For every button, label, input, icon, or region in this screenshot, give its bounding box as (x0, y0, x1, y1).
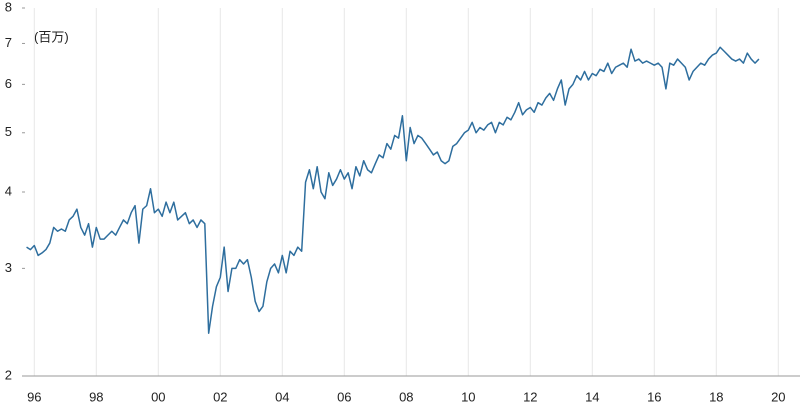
y-tick-label: 5 (5, 124, 12, 139)
y-tick-label: 2 (5, 367, 12, 382)
x-tick-label: 98 (89, 389, 103, 404)
x-tick-label: 08 (399, 389, 413, 404)
y-tick-label: 8 (5, 0, 12, 14)
y-tick-label: 6 (5, 76, 12, 91)
x-tick-label: 20 (771, 389, 785, 404)
x-tick-label: 14 (585, 389, 599, 404)
y-axis-unit: (百万) (34, 29, 69, 44)
y-tick-label: 4 (5, 183, 12, 198)
x-tick-label: 00 (151, 389, 165, 404)
x-tick-label: 12 (523, 389, 537, 404)
x-tick-label: 10 (461, 389, 475, 404)
x-tick-label: 18 (709, 389, 723, 404)
x-tick-label: 06 (337, 389, 351, 404)
x-tick-label: 96 (27, 389, 41, 404)
y-tick-label: 3 (5, 260, 12, 275)
x-tick-label: 16 (647, 389, 661, 404)
data-line (26, 46, 760, 334)
x-tick-label: 02 (213, 389, 227, 404)
y-tick-label: 7 (5, 35, 12, 50)
x-tick-label: 04 (275, 389, 289, 404)
